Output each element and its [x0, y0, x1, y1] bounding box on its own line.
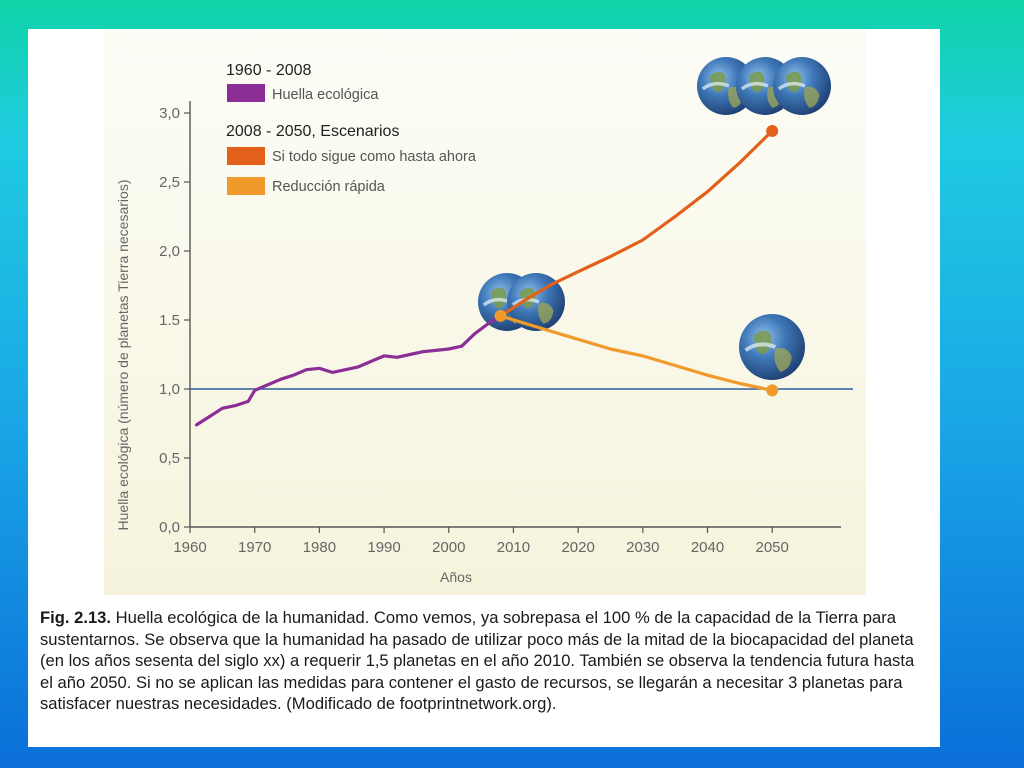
footprint-chart: 0,0 0,5 1,0 1.5 2,0 2,5 3,0 1960 1970 1980 1990 200…: [104, 29, 866, 595]
axes: 0,0 0,5 1,0 1.5 2,0 2,5 3,0 1960 1970 1980 1990 200…: [159, 101, 853, 556]
globe-cloud: [744, 342, 777, 352]
legend-group1-title: 1960 - 2008: [226, 62, 312, 79]
point-marker-2050-bau: [766, 124, 779, 137]
series-layer: [194, 124, 779, 427]
x-tick-label: 1990: [367, 539, 400, 556]
caption-text: Huella ecológica de la humanidad. Como v…: [40, 608, 915, 714]
legend-swatch-bau: [227, 147, 265, 165]
legend: 1960 - 2008 Huella ecológica 2008 - 2050, …: [226, 62, 477, 195]
x-tick-label: 2030: [626, 539, 659, 556]
y-axis-label: Huella ecológica (número de planetas Tie…: [115, 180, 131, 531]
legend-group2-title: 2008 - 2050, Escenarios: [226, 123, 399, 140]
y-tick-label: 1.5: [159, 312, 180, 329]
y-tick-label: 0,0: [159, 519, 180, 536]
x-tick-label: 2050: [756, 539, 789, 556]
y-tick-label: 1,0: [159, 381, 180, 398]
globe-continent: [774, 347, 792, 372]
globe-illustrations: [478, 57, 831, 380]
globe-icon: [507, 273, 565, 331]
globe-continent: [538, 302, 554, 324]
x-tick-label: 2000: [432, 539, 465, 556]
legend-item-historical: Huella ecológica: [272, 87, 379, 103]
x-axis-label: Años: [440, 569, 472, 585]
x-tick-label: 1980: [303, 539, 336, 556]
point-marker-2050-reduction: [766, 384, 779, 397]
series-line-1: [194, 314, 503, 427]
legend-item-bau: Si todo sigue como hasta ahora: [272, 149, 477, 165]
slide: 0,0 0,5 1,0 1.5 2,0 2,5 3,0 1960 1970 1980 1990 200…: [28, 29, 940, 747]
legend-swatch-historical: [227, 84, 265, 102]
figure-caption: Fig. 2.13. Huella ecológica de la humani…: [40, 607, 930, 715]
y-tick-label: 2,5: [159, 174, 180, 191]
x-tick-label: 2020: [561, 539, 594, 556]
globe-icon: [739, 314, 805, 380]
point-marker-2008: [494, 309, 507, 322]
y-tick-label: 2,0: [159, 243, 180, 260]
globe-continent: [804, 86, 820, 108]
globe-cloud: [740, 81, 769, 91]
legend-swatch-reduction: [227, 177, 265, 195]
x-tick-label: 2040: [691, 539, 724, 556]
y-tick-label: 0,5: [159, 450, 180, 467]
legend-item-reduction: Reducción rápida: [272, 179, 386, 195]
x-tick-label: 1970: [238, 539, 271, 556]
x-tick-label: 1960: [173, 539, 206, 556]
series-line-2: [498, 129, 774, 318]
series-line-3: [498, 314, 774, 392]
x-tick-label: 2010: [497, 539, 530, 556]
globe-cloud: [701, 81, 730, 91]
y-tick-label: 3,0: [159, 105, 180, 122]
globe-cloud: [777, 81, 806, 91]
caption-label: Fig. 2.13.: [40, 608, 112, 627]
globe-icon: [773, 57, 831, 115]
